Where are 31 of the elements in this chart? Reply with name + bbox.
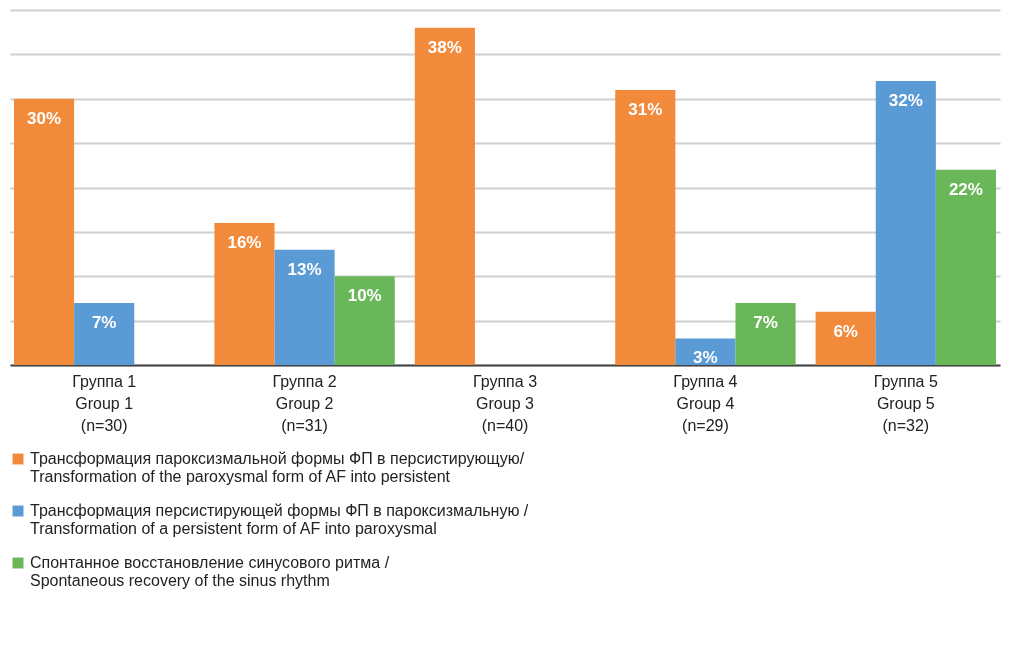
data-label: 7% — [753, 312, 778, 332]
bar — [274, 249, 335, 365]
x-tick-label: Группа 3 Group 3 (n=40) — [472, 372, 538, 434]
bar — [815, 311, 876, 365]
x-tick-label: Группа 1 Group 1 (n=30) — [72, 372, 137, 434]
legend-label: Спонтанное восстановление синусового ритма / Spontaneous recovery of the sinus rhythm — [30, 554, 390, 589]
bar — [14, 98, 75, 365]
bar — [74, 302, 135, 365]
data-label: 6% — [833, 321, 858, 341]
legend-label: Трансформация персистирующей формы ФП в пароксизмальную / Transformation of a persistent form of AF into paroxysmal — [30, 502, 529, 537]
bar — [935, 169, 996, 365]
data-label: 31% — [628, 99, 663, 119]
data-label: 16% — [227, 233, 262, 252]
x-tick-label: Группа 4 Group 4 (n=29) — [673, 372, 738, 434]
x-tick-label: Группа 5 Group 5 (n=32) — [873, 372, 938, 434]
data-label: 32% — [888, 91, 923, 110]
data-label: 22% — [948, 179, 983, 199]
data-label: 30% — [27, 108, 62, 128]
data-label: 3% — [693, 348, 718, 368]
bar — [615, 89, 676, 365]
bar — [214, 223, 275, 365]
data-label: 10% — [347, 286, 382, 306]
x-tick-label: Группа 2 Group 2 (n=31) — [272, 372, 337, 434]
bar — [334, 276, 395, 365]
bar — [735, 302, 796, 365]
data-label: 13% — [287, 259, 322, 279]
bar — [414, 27, 475, 365]
data-label: 38% — [427, 37, 462, 57]
bar — [875, 81, 936, 365]
legend-label: Трансформация пароксизмальной формы ФП в персистирующую/ Transformation of the paroxysmal form of AF into persistent — [30, 450, 525, 485]
data-label: 7% — [91, 312, 117, 332]
